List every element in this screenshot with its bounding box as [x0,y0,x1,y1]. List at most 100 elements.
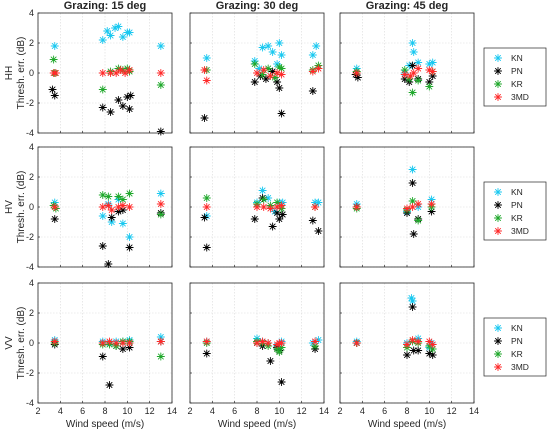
data-point-3md [400,70,409,79]
data-point-3md [125,202,134,212]
data-point-3md [202,337,211,346]
data-point-3md [118,201,127,210]
data-point-kn [50,41,59,51]
data-point-pn [98,103,107,112]
data-point-pn [425,77,434,87]
y-tick-label: 0 [29,338,34,348]
data-point-kn [407,293,416,303]
data-point-3md [427,199,436,209]
data-point-3md [308,67,317,76]
x-tick-label: 6 [382,406,387,416]
legend-label-kn: KN [511,53,523,63]
data-point-3md [277,201,286,210]
data-point-kn [202,53,211,63]
legend-hh: KN PN KR 3MD [483,47,547,107]
y-tick-label: 4 [29,8,34,18]
legend-marker-kr [493,213,503,223]
data-point-3md [112,68,121,78]
data-point-3md [112,338,121,348]
data-point-3md [156,199,165,209]
data-point-kn [156,189,165,198]
y-tick-label: 2 [29,38,34,48]
series-pn [200,193,323,252]
data-point-pn [125,243,134,252]
data-point-kn [277,50,286,60]
data-point-kr [264,64,273,73]
data-point-3md [273,68,282,78]
data-point-pn [268,222,277,231]
data-point-3md [314,64,323,73]
x-tick-label: 14 [469,406,479,416]
data-point-3md [125,65,134,75]
data-point-pn [409,229,418,239]
data-point-3md [352,68,361,78]
data-point-kn [278,198,287,207]
data-point-kr [311,341,320,351]
data-point-pn [428,350,437,360]
series-kr [352,65,437,97]
x-tick-label: 4 [210,406,215,416]
data-point-3md [105,337,114,346]
data-point-pn [202,243,211,252]
data-point-kr [104,192,113,201]
data-point-3md [409,68,418,78]
data-point-3md [51,68,60,78]
data-point-3md [402,340,412,349]
data-point-pn [123,92,132,102]
data-point-3md [277,338,286,348]
data-point-pn [277,109,286,118]
panel-vv-grazing-15-deg: -4 -2 0 2 4 2 4 6 8 10 12 14 [26,278,177,416]
data-point-pn [200,113,209,123]
legend-label-kn: KN [511,323,523,333]
y-tick-label: -4 [26,128,34,138]
data-point-kr [273,344,282,354]
data-point-kn [106,31,115,40]
data-point-pn [200,213,209,222]
data-point-pn [266,356,275,366]
x-tick-label: 14 [167,406,177,416]
legend-label-pn: PN [511,200,523,210]
legend-marker-kr [493,79,503,89]
y-axis-label: Thresh. err. (dB) [16,171,27,244]
column-title-grazing-45-deg: Grazing: 45 deg [366,0,449,12]
data-point-kn [409,47,418,57]
data-point-kn [408,296,417,306]
data-point-3md [114,202,123,212]
data-point-pn [427,207,436,216]
data-point-kr [114,64,123,73]
series-3md [202,337,320,349]
y-tick-label: 4 [29,278,34,288]
data-point-kn [118,219,127,228]
data-point-3md [352,338,361,348]
data-point-kn [107,217,116,227]
x-tick-label: 2 [337,406,342,416]
data-point-kr [277,343,286,352]
data-point-kn [428,58,437,67]
data-point-kn [275,38,284,48]
data-point-3md [252,68,262,78]
x-tick-label: 12 [145,406,155,416]
data-point-kn [414,58,423,67]
legend-marker-3md [493,226,503,236]
legend-vv: KN PN KR 3MD [483,317,547,377]
data-point-kr [125,189,134,198]
legend-label-kr: KR [511,213,523,223]
data-point-kn [314,198,323,207]
data-point-3md [252,202,262,212]
data-point-3md [414,337,423,346]
data-point-kr [118,195,127,204]
data-point-kn [255,64,264,73]
legend-label-kr: KR [511,349,523,359]
data-point-pn [268,67,277,76]
panel-vv-grazing-45-deg: 2 4 6 8 10 12 14 [337,282,479,416]
data-point-pn [118,344,127,354]
legend-label-pn: PN [511,66,523,76]
series-3md [50,199,165,215]
data-point-pn [125,343,134,352]
x-tick-label: 12 [297,406,307,416]
legend-marker-kn [493,323,503,333]
data-point-pn [275,214,284,224]
data-point-kn [118,32,127,42]
